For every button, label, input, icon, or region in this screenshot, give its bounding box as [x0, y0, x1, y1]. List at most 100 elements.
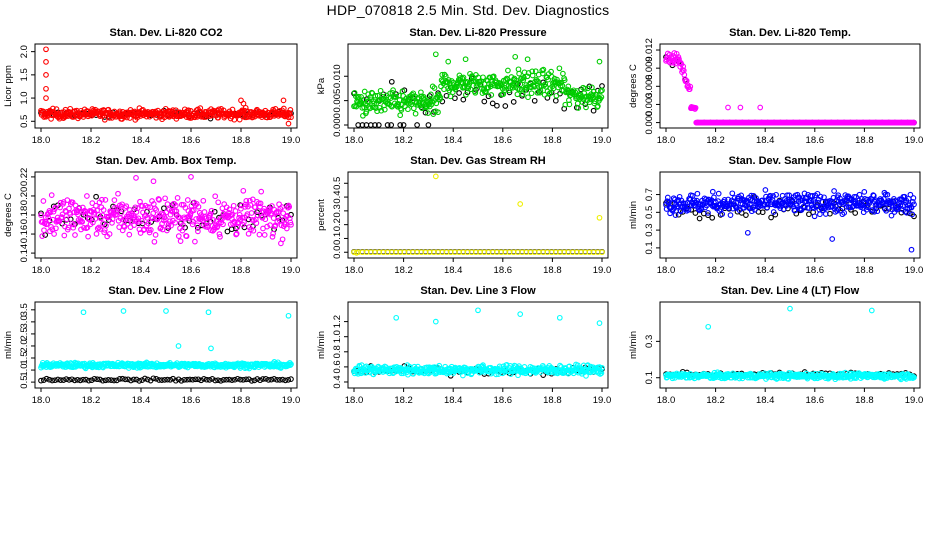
- data-point: [43, 375, 50, 382]
- data-point: [517, 201, 524, 207]
- data-point: [127, 207, 133, 213]
- data-point: [186, 215, 193, 222]
- panel-title: Stan. Dev. Gas Stream RH: [410, 155, 546, 167]
- data-point: [194, 224, 201, 231]
- x-tick-label: 18.4: [444, 265, 463, 276]
- data-point: [62, 223, 68, 230]
- data-point: [599, 249, 605, 256]
- x-tick-label: 18.0: [32, 135, 51, 146]
- data-point: [245, 230, 252, 237]
- data-point: [89, 200, 96, 206]
- data-point: [692, 210, 699, 216]
- data-point: [672, 212, 679, 218]
- data-point: [187, 212, 194, 219]
- data-point: [47, 209, 54, 216]
- x-tick-label: 19.0: [282, 135, 301, 146]
- y-tick-label: 1.0: [19, 363, 30, 376]
- data-point: [880, 196, 887, 202]
- data-point: [218, 216, 225, 223]
- y-tick-label: 0.1: [644, 241, 655, 254]
- data-point: [288, 211, 294, 218]
- data-point: [253, 220, 260, 226]
- data-point: [786, 192, 792, 199]
- data-point: [145, 220, 152, 227]
- data-point: [184, 197, 191, 203]
- data-point: [596, 320, 603, 326]
- data-point: [48, 192, 55, 198]
- data-point: [565, 83, 572, 90]
- data-point: [152, 232, 159, 238]
- panel-8: Stan. Dev. Line 3 Flow ml/min 18.0 18.2 18.4…: [316, 285, 611, 406]
- data-point: [883, 207, 890, 214]
- x-tick-label: 18.4: [444, 135, 463, 146]
- y-tick-label: 2.0: [19, 45, 30, 58]
- data-point: [57, 377, 64, 383]
- data-point: [143, 212, 149, 219]
- data-point: [560, 70, 566, 77]
- x-tick-label: 18.6: [806, 135, 825, 146]
- data-point: [587, 96, 594, 103]
- data-point: [190, 207, 197, 214]
- data-point: [540, 372, 547, 378]
- data-point: [250, 227, 257, 234]
- data-point: [481, 98, 488, 105]
- data-point: [85, 377, 92, 384]
- data-point: [512, 53, 519, 60]
- data-point: [276, 377, 283, 383]
- data-point: [431, 85, 438, 91]
- data-point: [109, 216, 116, 222]
- data-point: [859, 202, 866, 209]
- data-point: [188, 174, 194, 180]
- data-point: [725, 196, 731, 203]
- data-point: [102, 377, 109, 384]
- x-tick-label: 18.8: [543, 135, 562, 146]
- data-point: [696, 215, 703, 222]
- data-point: [267, 222, 273, 228]
- y-tick-label: 0.3: [644, 335, 655, 348]
- data-point: [135, 215, 142, 222]
- data-point: [705, 210, 711, 216]
- x-tick-label: 18.8: [855, 135, 874, 146]
- data-point: [579, 99, 586, 105]
- y-tick-label: 0.006: [644, 74, 655, 98]
- plot-frame: [347, 301, 609, 389]
- data-point: [542, 81, 549, 88]
- data-point: [528, 90, 535, 97]
- data-point: [180, 222, 186, 228]
- data-point: [156, 377, 162, 383]
- data-point: [287, 107, 294, 113]
- data-point: [139, 203, 146, 209]
- data-point: [174, 195, 181, 201]
- data-point: [480, 362, 486, 368]
- data-point: [505, 67, 511, 74]
- data-point: [685, 206, 692, 213]
- y-tick-label: 0.5: [332, 177, 343, 190]
- plot-frame: [34, 43, 298, 129]
- data-point: [753, 195, 759, 201]
- data-point: [463, 91, 469, 98]
- data-point: [164, 201, 171, 207]
- data-point: [75, 211, 81, 218]
- data-point: [240, 187, 247, 194]
- x-tick-label: 18.6: [806, 265, 825, 276]
- y-tick-label: 1.0: [332, 330, 343, 343]
- data-point: [598, 370, 605, 376]
- data-point: [229, 377, 235, 383]
- data-point: [757, 104, 764, 111]
- data-point: [161, 377, 168, 383]
- data-point: [744, 229, 751, 236]
- data-point: [198, 377, 204, 384]
- data-point: [545, 76, 551, 83]
- data-point: [531, 97, 538, 104]
- data-point: [49, 226, 56, 233]
- data-point: [94, 376, 101, 383]
- data-point: [67, 105, 74, 112]
- y-axis-label: ml/min: [628, 331, 639, 359]
- data-point: [236, 116, 243, 123]
- data-point: [175, 343, 182, 349]
- y-tick-label: 0.16: [19, 225, 30, 244]
- x-tick-label: 18.2: [394, 265, 413, 276]
- data-point: [437, 94, 444, 101]
- x-tick-label: 18.4: [444, 395, 463, 406]
